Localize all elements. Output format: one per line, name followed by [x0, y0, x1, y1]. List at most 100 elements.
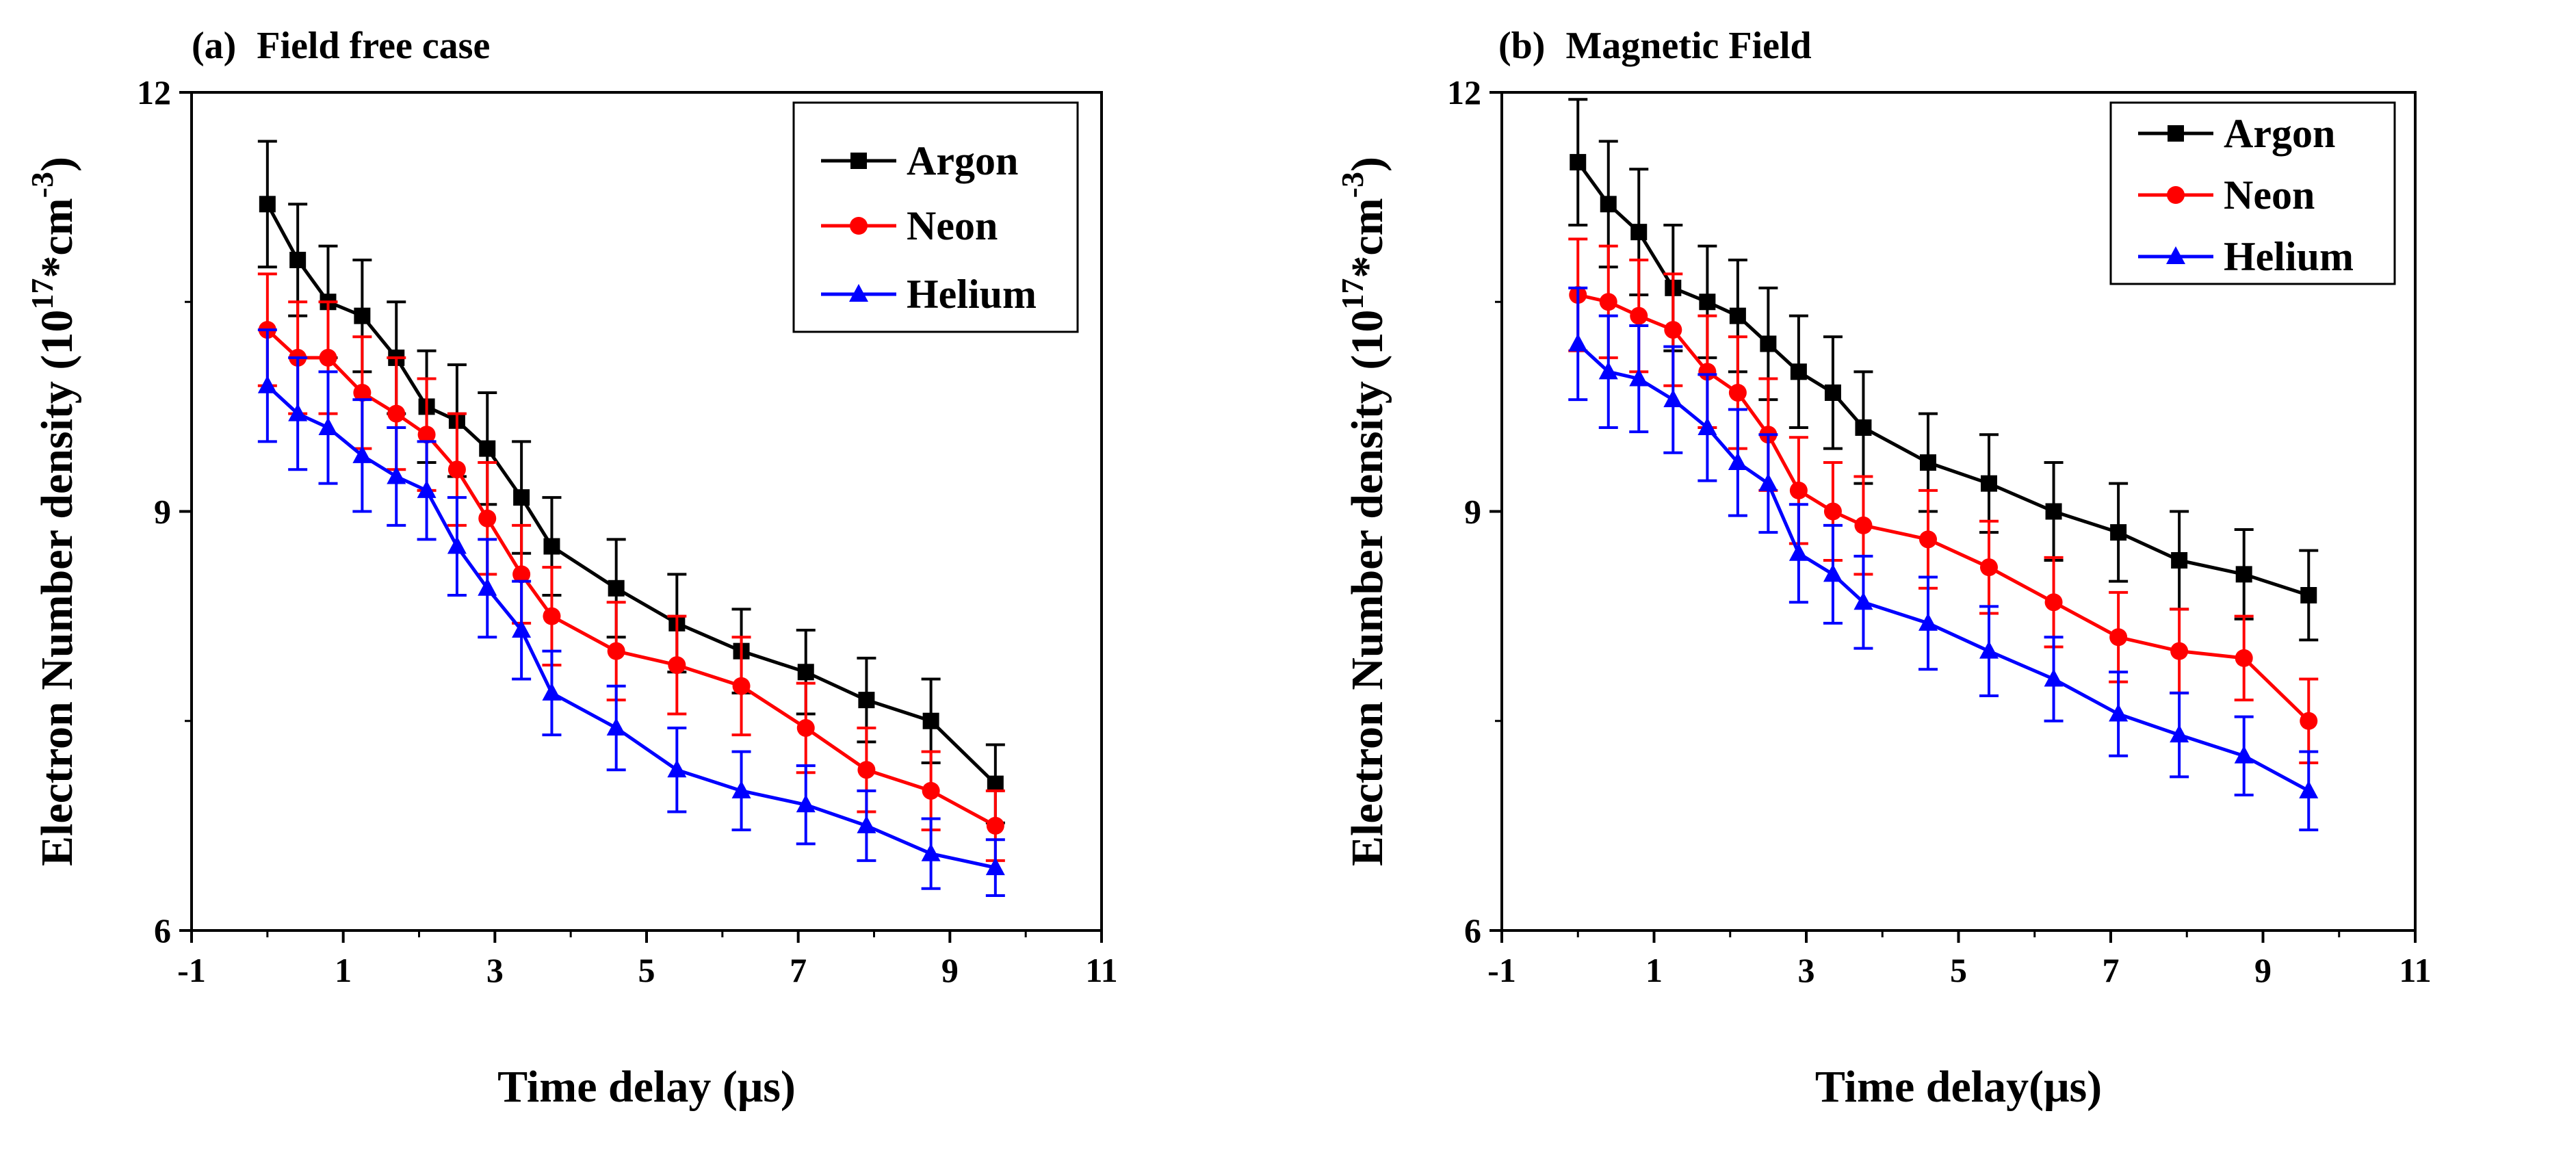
data-point: [1758, 473, 1778, 491]
data-point: [1918, 612, 1938, 631]
data-point: [1599, 293, 1617, 311]
data-point: [2235, 566, 2252, 583]
data-point: [478, 509, 497, 528]
data-point: [2109, 628, 2128, 647]
data-point: [2170, 725, 2189, 743]
data-point: [857, 815, 876, 833]
legend-label-argon: Argon: [907, 138, 1018, 183]
legend-label-neon: Neon: [907, 203, 998, 248]
legend-label-helium: Helium: [2224, 234, 2354, 279]
data-point: [1981, 475, 1997, 492]
data-point: [1600, 196, 1617, 213]
y-tick-label: 12: [1447, 73, 1481, 112]
data-point: [289, 252, 307, 268]
data-point: [1790, 363, 1807, 380]
data-point: [353, 383, 372, 402]
y-tick-label: 6: [154, 911, 171, 950]
data-point: [922, 712, 939, 729]
series-line: [1577, 293, 2310, 722]
y-axis-label-unit: *cm: [1342, 198, 1392, 278]
data-point: [512, 620, 532, 638]
legend-marker: [2168, 125, 2184, 142]
panel-title-text: Field free case: [257, 25, 490, 67]
data-point: [1663, 389, 1683, 408]
data-point: [513, 489, 530, 506]
data-point: [2110, 524, 2127, 541]
y-tick-label: 9: [154, 493, 171, 531]
panel-label: (a): [192, 25, 236, 67]
legend-marker: [850, 217, 868, 235]
legend: Argon Neon Helium: [2109, 101, 2396, 285]
data-point: [796, 718, 815, 737]
data-point: [2300, 587, 2317, 603]
data-point: [797, 664, 814, 681]
legend-marker: [2167, 186, 2185, 204]
data-point: [479, 440, 496, 457]
data-point: [257, 375, 277, 393]
data-point: [1855, 419, 1872, 436]
data-point: [2235, 649, 2253, 667]
data-point: [447, 536, 467, 554]
y-axis-label-unit: *cm: [32, 198, 82, 278]
legend-label-neon: Neon: [2224, 172, 2315, 218]
series-helium: [1568, 286, 2319, 831]
data-point: [1789, 481, 1808, 499]
data-point: [922, 781, 940, 800]
series-neon: [1568, 237, 2319, 764]
legend-marker: [849, 284, 868, 302]
x-tick-label: 1: [1645, 951, 1663, 989]
data-point: [2109, 703, 2129, 722]
data-point: [1697, 417, 1717, 435]
data-point: [1570, 154, 1587, 171]
data-point: [2044, 593, 2063, 612]
x-tick-label: 7: [2103, 951, 2120, 989]
legend-marker: [850, 153, 867, 169]
data-point: [2234, 745, 2254, 764]
x-tick-label: 5: [638, 951, 655, 989]
y-tick-label: 6: [1464, 911, 1481, 950]
data-point: [607, 642, 625, 660]
data-point: [1854, 516, 1873, 534]
y-tick-label: 12: [137, 73, 171, 112]
data-point: [985, 857, 1005, 876]
data-point: [417, 426, 436, 444]
series-neon: [257, 272, 1005, 862]
y-axis-label-close: ): [32, 157, 82, 172]
data-point: [857, 761, 876, 779]
legend-label-helium: Helium: [907, 272, 1037, 317]
x-tick-label: 9: [941, 951, 959, 989]
x-tick-label: 9: [2254, 951, 2272, 989]
data-point: [387, 404, 406, 423]
data-point: [1728, 383, 1747, 402]
y-axis-label-exp2: -3: [25, 172, 60, 198]
y-axis-label-main: Electron Number density (10: [1342, 310, 1392, 866]
data-point: [387, 466, 406, 484]
data-point: [543, 607, 561, 625]
data-point: [667, 759, 687, 778]
data-point: [987, 775, 1004, 792]
panel-title-text: Magnetic Field: [1565, 25, 1811, 67]
y-axis-label: Electron Number density (1017*cm-3): [25, 157, 82, 866]
panel-title: (b) Magnetic Field: [1498, 25, 1812, 67]
x-axis-label: Time delay (μs): [497, 1062, 796, 1112]
data-point: [731, 780, 751, 798]
data-point: [259, 196, 276, 213]
data-point: [2300, 712, 2318, 730]
data-point: [352, 445, 372, 463]
x-tick-label: 7: [790, 951, 807, 989]
data-point: [796, 794, 816, 813]
x-tick-label: 5: [1950, 951, 1967, 989]
data-point: [2299, 780, 2319, 798]
x-tick-label: 3: [1798, 951, 1815, 989]
series-line: [1576, 342, 2310, 793]
data-point: [986, 816, 1004, 835]
series-line: [266, 328, 997, 828]
data-point: [921, 843, 941, 861]
data-point: [2171, 551, 2188, 569]
data-point: [668, 656, 686, 675]
series-argon: [1568, 98, 2319, 642]
data-point: [512, 565, 531, 584]
data-point: [354, 307, 371, 324]
data-point: [2170, 642, 2189, 660]
